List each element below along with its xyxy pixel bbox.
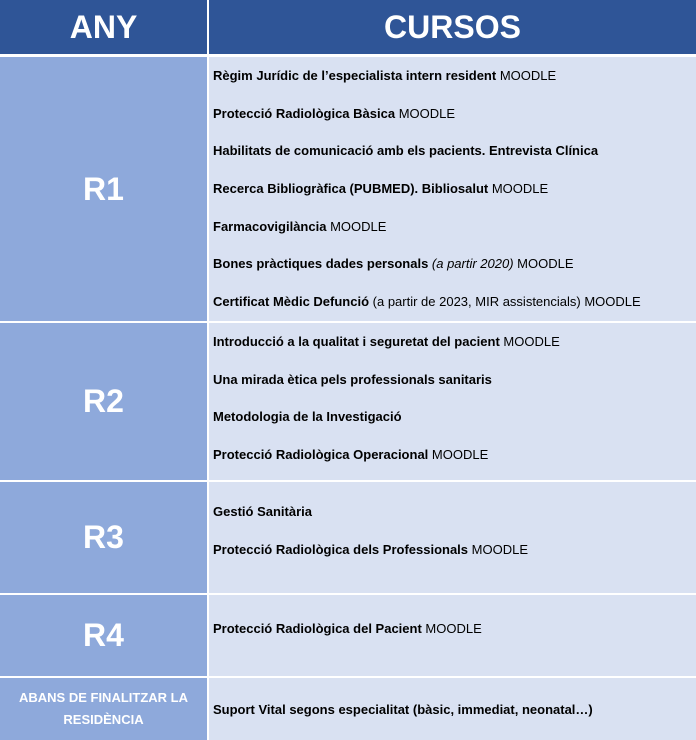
moodle-tag: MOODLE [513, 256, 574, 272]
course-item: Suport Vital segons especialitat (bàsic,… [213, 678, 696, 740]
year-cell: R1 [0, 57, 207, 321]
course-item: Una mirada ètica pels professionals sani… [213, 361, 696, 399]
moodle-tag: MOODLE [496, 68, 557, 84]
course-item: Règim Jurídic de l’especialista intern r… [213, 57, 696, 95]
course-item: Bones pràctiques dades personals (a part… [213, 245, 696, 283]
header-courses: CURSOS [209, 0, 696, 54]
course-text: Règim Jurídic de l’especialista intern r… [213, 68, 497, 84]
course-item: Recerca Bibliogràfica (PUBMED). Bibliosa… [213, 170, 696, 208]
course-text: Habilitats de comunicació amb els pacien… [213, 143, 599, 159]
courses-cell: Règim Jurídic de l’especialista intern r… [209, 57, 696, 321]
year-cell: R4 [0, 595, 207, 676]
year-cell: ABANS DE FINALITZAR LA RESIDÈNCIA [0, 678, 207, 740]
courses-cell: Suport Vital segons especialitat (bàsic,… [209, 678, 696, 740]
moodle-tag: MOODLE [499, 334, 560, 350]
course-text: Introducció a la qualitat i seguretat de… [213, 334, 500, 350]
course-item: Metodologia de la Investigació [213, 398, 696, 436]
courses-cell: Protecció Radiològica del Pacient MOODLE [209, 595, 696, 676]
moodle-tag: MOODLE [468, 541, 528, 557]
course-text: Bones pràctiques dades personals [213, 256, 429, 272]
course-item: Protecció Radiològica Bàsica MOODLE [213, 95, 696, 133]
course-item: Introducció a la qualitat i seguretat de… [213, 323, 696, 361]
course-item: Protecció Radiològica Operacional MOODLE [213, 436, 696, 474]
year-cell: R3 [0, 482, 207, 593]
course-text: Protecció Radiològica Bàsica [213, 105, 396, 121]
table-row: R2 Introducció a la qualitat i seguretat … [0, 323, 696, 480]
course-text: Suport Vital segons especialitat (bàsic,… [213, 701, 593, 717]
moodle-tag: MOODLE [428, 447, 489, 463]
course-text: Una mirada ètica pels professionals sani… [213, 371, 492, 387]
moodle-tag: MOODLE [421, 621, 482, 637]
year-cell: R2 [0, 323, 207, 480]
course-text: Protecció Radiològica dels Professionals [213, 541, 469, 557]
moodle-tag: MOODLE [395, 105, 456, 121]
table-row: R4 Protecció Radiològica del Pacient MOOD… [0, 595, 696, 676]
course-text: Certificat Mèdic Defunció [213, 293, 370, 309]
course-text: Protecció Radiològica del Pacient [213, 621, 422, 637]
course-text: Metodologia de la Investigació [213, 409, 402, 425]
courses-cell: Introducció a la qualitat i seguretat de… [209, 323, 696, 480]
courses-cell: Gestió Sanitària Protecció Radiològica de… [209, 482, 696, 593]
course-item: Certificat Mèdic Defunció (a partir de 2… [213, 283, 696, 321]
course-item: Habilitats de comunicació amb els pacien… [213, 132, 696, 170]
table-row: R3 Gestió Sanitària Protecció Radiològica … [0, 482, 696, 593]
course-item: Farmacovigilància MOODLE [213, 207, 696, 245]
moodle-tag: MOODLE [326, 218, 387, 234]
course-text: (a partir de 2023, MIR assistencials) MO… [369, 293, 641, 309]
course-text: (a partir 2020) [428, 256, 514, 272]
table-row: R1 Règim Jurídic de l’especialista intern… [0, 57, 696, 321]
header-year: ANY [0, 0, 207, 54]
table-row: ABANS DE FINALITZAR LA RESIDÈNCIA Suport … [0, 678, 696, 740]
course-item: Gestió Sanitària [213, 493, 696, 531]
course-text: Recerca Bibliogràfica (PUBMED). Bibliosa… [213, 181, 489, 197]
moodle-tag: MOODLE [488, 181, 549, 197]
course-text: Farmacovigilància [213, 218, 327, 234]
course-item: Protecció Radiològica dels Professionals… [213, 531, 696, 569]
course-text: Gestió Sanitària [213, 504, 312, 520]
course-item: Protecció Radiològica del Pacient MOODLE [213, 610, 696, 648]
course-text: Protecció Radiològica Operacional [213, 447, 429, 463]
